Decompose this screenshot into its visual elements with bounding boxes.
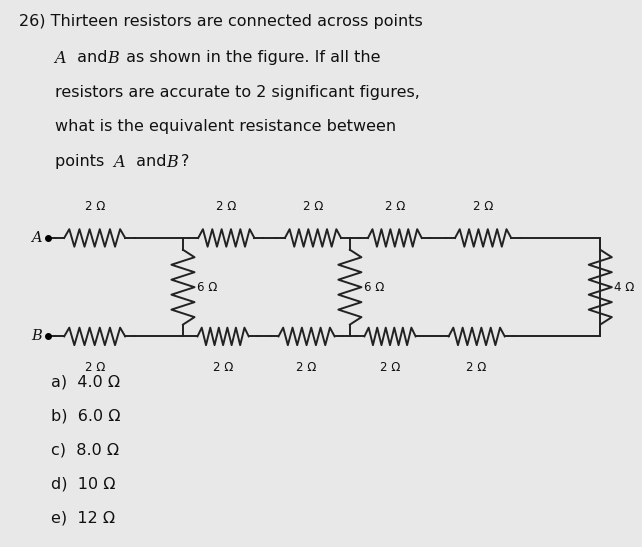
Text: A: A [55,50,66,67]
Text: 26) Thirteen resistors are connected across points: 26) Thirteen resistors are connected acr… [19,14,423,28]
Text: 2 Ω: 2 Ω [85,361,105,374]
Text: what is the equivalent resistance between: what is the equivalent resistance betwee… [55,119,395,134]
Text: and: and [72,50,112,65]
Text: e)  12 Ω: e) 12 Ω [51,510,116,525]
Text: c)  8.0 Ω: c) 8.0 Ω [51,443,119,457]
Text: B: B [166,154,178,171]
Text: 2 Ω: 2 Ω [385,200,405,213]
Text: 6 Ω: 6 Ω [364,281,385,294]
Text: 2 Ω: 2 Ω [303,200,323,213]
Text: 2 Ω: 2 Ω [216,200,236,213]
Text: 2 Ω: 2 Ω [473,200,493,213]
Text: and: and [131,154,171,169]
Text: B: B [31,329,42,344]
Text: 2 Ω: 2 Ω [85,200,105,213]
Text: ?: ? [180,154,189,169]
Text: B: B [107,50,119,67]
Text: 2 Ω: 2 Ω [467,361,487,374]
Text: resistors are accurate to 2 significant figures,: resistors are accurate to 2 significant … [55,85,419,100]
Text: 2 Ω: 2 Ω [380,361,400,374]
Text: 4 Ω: 4 Ω [614,281,635,294]
Text: 2 Ω: 2 Ω [213,361,233,374]
Text: A: A [114,154,125,171]
Text: d)  10 Ω: d) 10 Ω [51,476,116,491]
Text: as shown in the figure. If all the: as shown in the figure. If all the [121,50,381,65]
Text: 6 Ω: 6 Ω [197,281,218,294]
Text: a)  4.0 Ω: a) 4.0 Ω [51,375,121,389]
Text: points: points [55,154,109,169]
Text: A: A [31,231,42,245]
Text: 2 Ω: 2 Ω [297,361,317,374]
Text: b)  6.0 Ω: b) 6.0 Ω [51,409,121,423]
